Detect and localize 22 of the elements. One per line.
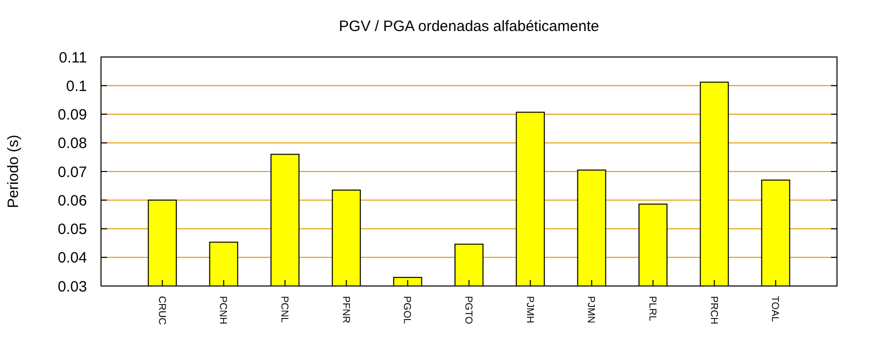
- y-tick-label: 0.1: [66, 78, 87, 95]
- x-tick-label: PJMN: [585, 296, 596, 324]
- chart-title: PGV / PGA ordenadas alfabéticamente: [338, 18, 600, 35]
- x-tick-label: PCNL: [278, 296, 290, 324]
- y-tick-label: 0.06: [58, 192, 87, 210]
- y-tick-label: 0.11: [58, 49, 87, 66]
- y-tick-label: 0.08: [58, 135, 87, 152]
- x-tick-label: CRUC: [156, 296, 167, 325]
- x-tick-label: PFNR: [340, 296, 351, 324]
- y-tick-label: 0.04: [58, 250, 87, 267]
- x-tick-label: PCNH: [217, 296, 228, 324]
- y-tick-label: 0.07: [58, 164, 87, 181]
- y-tick-label: 0.05: [58, 221, 87, 238]
- y-tick-label: 0.03: [58, 278, 87, 296]
- x-tick-label: PRCH: [708, 296, 719, 324]
- x-tick-label: TOAL: [769, 296, 780, 322]
- y-axis-title: Periodo (s): [5, 134, 22, 208]
- x-tick-label: PJMH: [524, 296, 535, 324]
- x-tick-label: PLRL: [646, 296, 658, 322]
- x-tick-label: PGTO: [462, 296, 474, 324]
- y-tick-label: 0.09: [58, 106, 87, 124]
- x-tick-label: PGOL: [401, 296, 412, 324]
